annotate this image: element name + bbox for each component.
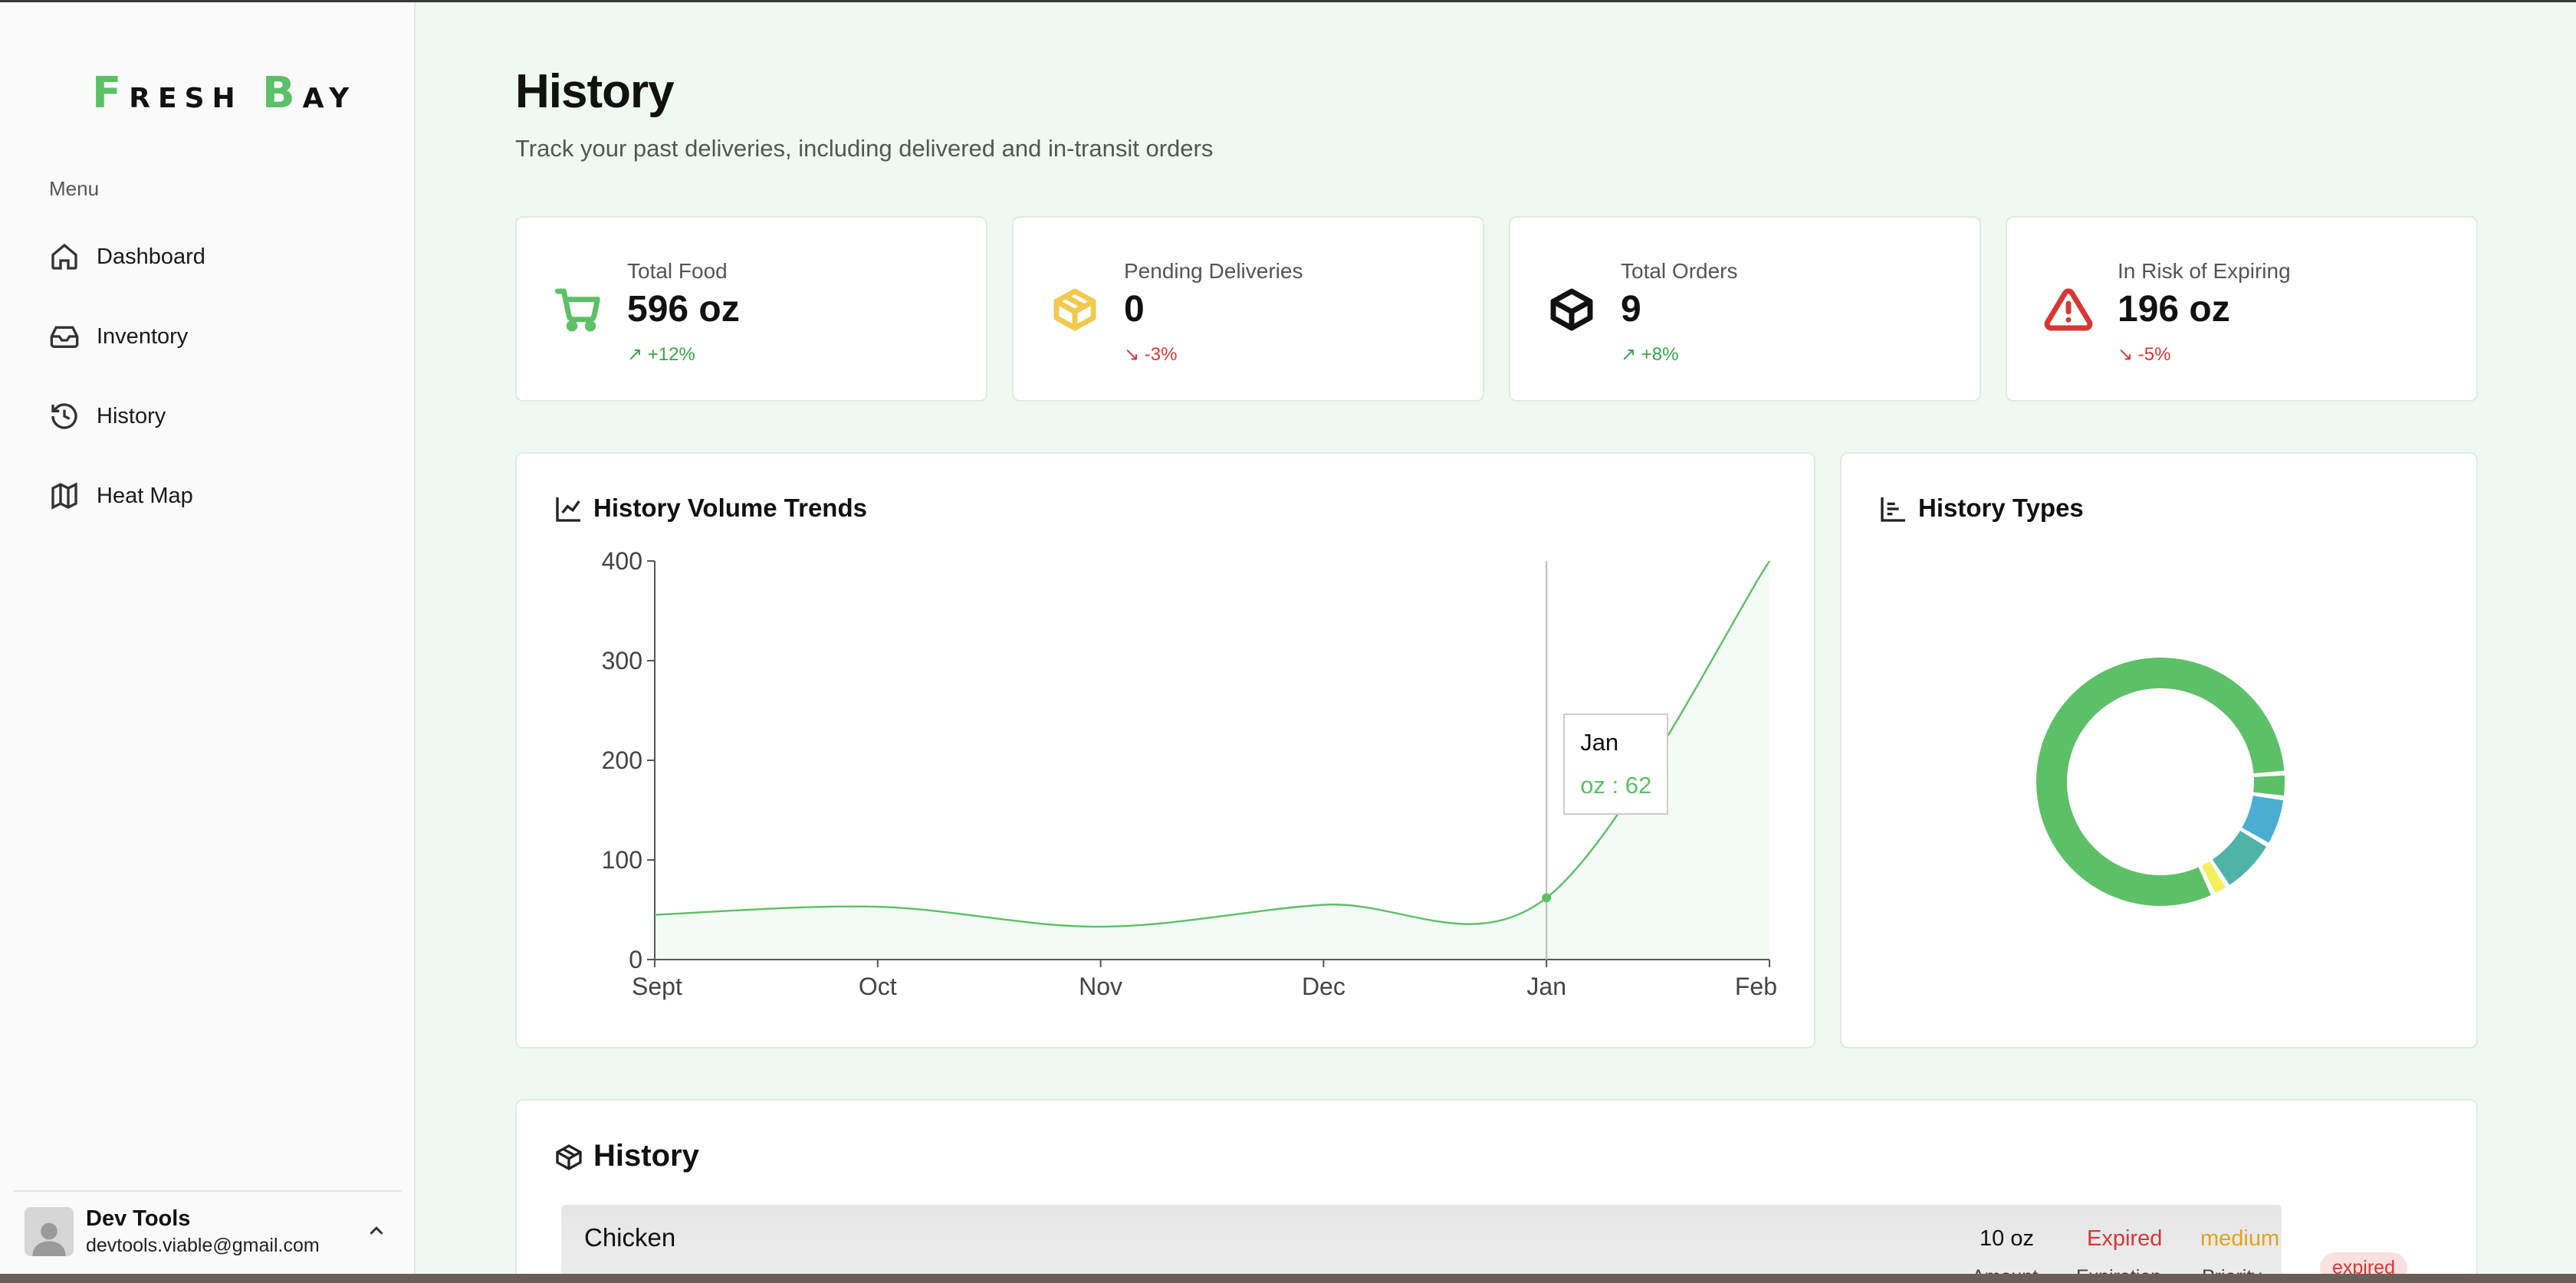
box-icon [1550, 288, 1593, 331]
stat-card-total-food: Total Food 596 oz ↗ +12% [515, 216, 987, 402]
chart-tooltip: Jan oz : 62 [1563, 714, 1669, 815]
trend-up-icon: ↗ [627, 344, 643, 365]
stat-value: 596 oz [627, 289, 740, 330]
x-tick-label: Dec [1302, 973, 1346, 1000]
stat-value: 196 oz [2118, 289, 2230, 330]
alert-triangle-icon [2044, 288, 2093, 331]
history-list-card: History Chicken 10 oz Expired medium Amo… [515, 1099, 2478, 1283]
y-tick-label: 300 [602, 647, 642, 674]
stat-label: Total Food [627, 259, 728, 283]
trend-down-icon: ↘ [2118, 344, 2134, 365]
sidebar-item-label: Dashboard [97, 244, 205, 269]
sidebar-item-label: History [97, 403, 166, 428]
history-volume-trends-card: History Volume Trends 0 100 200 300 400 Sept O… [515, 452, 1815, 1048]
active-data-point [1542, 893, 1552, 903]
box-icon [556, 1144, 582, 1170]
card-title: History Volume Trends [593, 494, 867, 522]
window-top-edge [0, 0, 2576, 2]
stat-value: 9 [1621, 289, 1641, 330]
stat-change: ↘ -3% [1124, 344, 1178, 365]
sidebar-item-history[interactable]: History [37, 376, 389, 456]
line-chart-icon [556, 497, 580, 522]
series-area [655, 561, 1769, 960]
stat-change: ↗ +12% [627, 344, 695, 365]
sidebar-item-dashboard[interactable]: Dashboard [37, 217, 389, 297]
page-subtitle: Track your past deliveries, including de… [515, 135, 1214, 162]
item-status: Expired [2087, 1226, 2163, 1251]
y-tick-label: 100 [602, 846, 642, 874]
sidebar-item-heat-map[interactable]: Heat Map [37, 456, 389, 536]
stat-label: In Risk of Expiring [2118, 259, 2291, 283]
menu-label: Menu [49, 177, 100, 200]
donut-slice [2242, 796, 2284, 843]
table-row[interactable]: Chicken 10 oz Expired medium Amount Expi… [561, 1205, 2407, 1283]
user-email: devtools.viable@gmail.com [86, 1235, 320, 1256]
stat-label: Pending Deliveries [1124, 259, 1303, 283]
window-bottom-edge [0, 1274, 2576, 1283]
stat-change: ↗ +8% [1621, 344, 1679, 365]
donut-slice [2253, 775, 2285, 796]
y-tick-label: 0 [629, 946, 642, 973]
avatar [25, 1207, 74, 1256]
trend-up-icon: ↗ [1621, 344, 1637, 365]
item-priority: medium [2200, 1226, 2280, 1251]
donut-slice [2212, 830, 2267, 885]
x-tick-label: Feb [1735, 973, 1777, 1000]
sidebar-item-label: Heat Map [97, 483, 193, 508]
app-logo[interactable]: FRESH BAY [92, 68, 357, 118]
y-tick-label: 400 [602, 547, 642, 575]
tooltip-label: Jan [1580, 729, 1619, 756]
stat-value: 0 [1124, 289, 1145, 330]
stat-change: ↘ -5% [2118, 344, 2171, 365]
bar-chart-icon [1881, 497, 1905, 522]
tooltip-value: oz : 62 [1580, 772, 1652, 799]
sidebar: FRESH BAY Menu Dashboard Inventory Histo… [0, 2, 416, 1274]
package-icon [1053, 288, 1096, 331]
trend-down-icon: ↘ [1124, 344, 1140, 365]
x-tick-label: Nov [1079, 973, 1122, 1000]
user-profile[interactable]: Dev Tools devtools.viable@gmail.com [14, 1190, 402, 1272]
item-quantity: 10 oz [1980, 1226, 2034, 1251]
chevron-up-icon[interactable] [365, 1219, 388, 1242]
user-silhouette-icon [32, 1222, 66, 1256]
inbox-icon [50, 326, 79, 348]
sidebar-nav: Dashboard Inventory History Heat Map [37, 217, 389, 536]
home-icon [51, 243, 77, 270]
x-tick-label: Jan [1526, 973, 1566, 1000]
stat-card-total-orders: Total Orders 9 ↗ +8% [1509, 216, 1981, 402]
x-tick-label: Oct [859, 973, 897, 1000]
page-title: History [515, 65, 675, 118]
y-tick-label: 200 [602, 747, 642, 774]
map-icon [51, 482, 77, 510]
stat-card-pending-deliveries: Pending Deliveries 0 ↘ -3% [1012, 216, 1484, 402]
item-name: Chicken [584, 1223, 676, 1252]
user-name: Dev Tools [86, 1206, 191, 1231]
x-tick-label: Sept [632, 973, 682, 1000]
sidebar-item-inventory[interactable]: Inventory [37, 297, 389, 376]
history-types-donut-chart[interactable] [1842, 454, 2479, 1050]
history-types-card: History Types [1840, 452, 2478, 1048]
history-icon [51, 403, 77, 429]
stat-label: Total Orders [1621, 259, 1738, 283]
sidebar-item-label: Inventory [97, 323, 189, 349]
card-title: History Types [1918, 494, 2084, 522]
section-title: History [593, 1139, 699, 1173]
stat-card-in-risk-of-expiring: In Risk of Expiring 196 oz ↘ -5% [2006, 216, 2478, 402]
donut-slice [2201, 861, 2226, 894]
cart-icon [554, 288, 600, 332]
volume-line-chart[interactable]: 0 100 200 300 400 Sept Oct Nov Dec Jan Feb [517, 454, 1817, 1050]
